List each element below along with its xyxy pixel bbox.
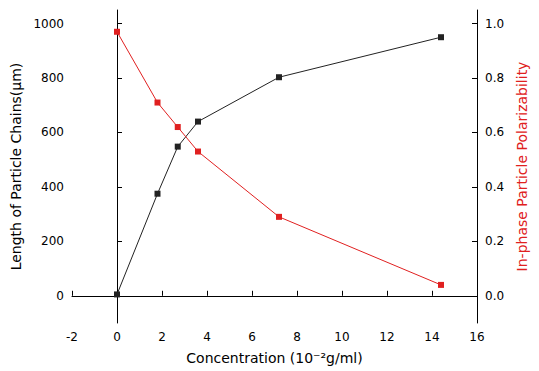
svg-text:In-phase Particle Polarizabili: In-phase Particle Polarizability <box>514 62 530 272</box>
svg-text:6: 6 <box>248 330 256 344</box>
svg-text:2: 2 <box>158 330 166 344</box>
svg-text:600: 600 <box>41 125 64 139</box>
svg-text:0: 0 <box>113 330 121 344</box>
svg-text:800: 800 <box>41 71 64 85</box>
svg-text:4: 4 <box>203 330 211 344</box>
svg-text:0.6: 0.6 <box>485 125 504 139</box>
svg-text:8: 8 <box>293 330 301 344</box>
svg-text:0: 0 <box>56 289 64 303</box>
svg-text:14: 14 <box>424 330 439 344</box>
svg-text:-2: -2 <box>66 330 78 344</box>
svg-text:400: 400 <box>41 180 64 194</box>
svg-text:0.8: 0.8 <box>485 71 504 85</box>
svg-text:200: 200 <box>41 234 64 248</box>
svg-text:Length of Particle Chains(μm): Length of Particle Chains(μm) <box>8 63 24 271</box>
svg-text:12: 12 <box>379 330 394 344</box>
svg-text:1.0: 1.0 <box>485 17 504 31</box>
svg-text:10: 10 <box>334 330 349 344</box>
svg-text:0.0: 0.0 <box>485 289 504 303</box>
svg-text:0.4: 0.4 <box>485 180 504 194</box>
svg-text:Concentration (10⁻²g/ml): Concentration (10⁻²g/ml) <box>186 350 362 366</box>
svg-text:16: 16 <box>469 330 484 344</box>
svg-text:0.2: 0.2 <box>485 234 504 248</box>
svg-text:1000: 1000 <box>33 17 64 31</box>
